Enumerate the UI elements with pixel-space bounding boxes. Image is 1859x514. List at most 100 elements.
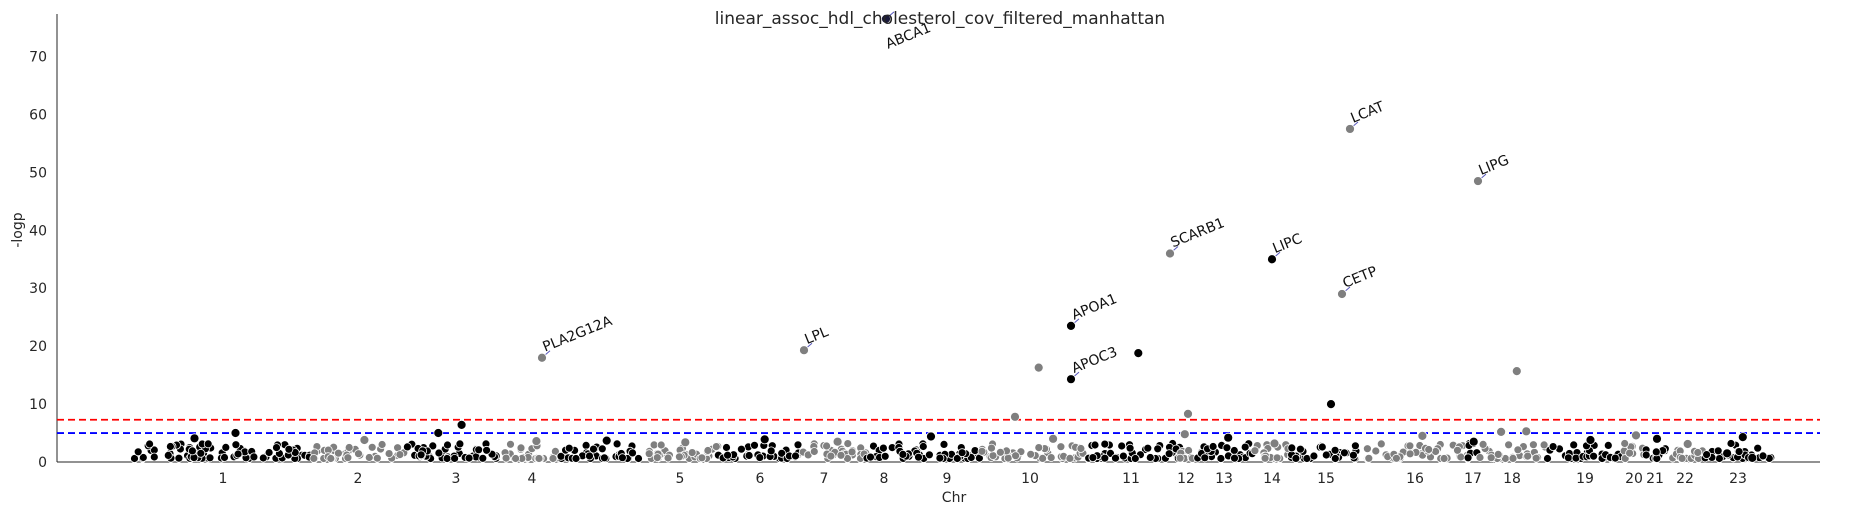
- background-snp-point: [1100, 439, 1110, 449]
- snp-point: [433, 428, 444, 438]
- background-snp-point: [1208, 442, 1218, 451]
- background-snp-point: [977, 446, 987, 456]
- background-snp-point: [165, 442, 175, 451]
- background-snp-point: [1363, 444, 1372, 454]
- background-snp-point: [644, 449, 654, 459]
- background-snp-point: [1651, 447, 1661, 457]
- hit-point-cetp: [1337, 289, 1347, 299]
- background-snp-point: [1230, 453, 1239, 463]
- snp-point: [531, 436, 542, 447]
- background-snp-point: [1296, 444, 1305, 454]
- background-snp-point: [1693, 448, 1703, 457]
- snp-point: [456, 419, 467, 430]
- background-snp-point: [737, 444, 746, 454]
- background-snp-point: [1543, 454, 1552, 463]
- background-snp-point: [822, 441, 831, 451]
- background-snp-point: [1065, 453, 1075, 463]
- background-snp-point: [506, 439, 515, 449]
- y-tick-label: 50: [29, 165, 47, 181]
- x-tick-label: 2: [354, 471, 363, 487]
- background-snp-point: [133, 447, 143, 457]
- background-snp-point: [914, 452, 923, 462]
- x-tick-label: 20: [1625, 471, 1643, 487]
- background-snp-point: [697, 453, 707, 463]
- snp-point: [601, 435, 612, 446]
- background-snp-point: [1620, 439, 1630, 448]
- snp-point: [1521, 426, 1532, 437]
- background-snp-point: [925, 450, 934, 460]
- x-tick-label: 14: [1263, 471, 1281, 487]
- gene-label-apoc3: APOC3: [1070, 344, 1120, 377]
- background-snp-point: [1405, 441, 1415, 451]
- background-snp-point: [1564, 453, 1573, 463]
- y-tick-label: 20: [29, 339, 47, 355]
- background-snp-point: [571, 454, 581, 463]
- background-snp-point: [138, 453, 148, 462]
- background-snp-point: [879, 443, 888, 453]
- background-snp-point: [354, 449, 363, 459]
- background-snp-point: [866, 452, 875, 462]
- background-snp-point: [264, 448, 274, 457]
- background-snp-point: [272, 443, 281, 453]
- snp-point: [1269, 438, 1280, 449]
- x-tick-label: 8: [880, 471, 889, 487]
- snp-point: [1722, 448, 1732, 459]
- hit-point-pla2g12a: [537, 352, 547, 363]
- background-snp-point: [791, 451, 800, 461]
- background-snp-point: [220, 453, 229, 462]
- background-snp-point: [455, 439, 465, 449]
- x-tick-label: 5: [676, 471, 685, 487]
- background-snp-point: [450, 453, 460, 463]
- background-snp-point: [1143, 443, 1153, 453]
- background-snp-point: [581, 440, 591, 450]
- background-snp-point: [1011, 451, 1020, 461]
- background-snp-point: [652, 453, 662, 463]
- chart-title: linear_assoc_hdl_cholesterol_cov_filtere…: [715, 9, 1165, 29]
- background-snp-point: [149, 452, 159, 462]
- background-snp-point: [1493, 449, 1503, 459]
- background-snp-point: [1222, 443, 1232, 453]
- x-tick-label: 21: [1646, 471, 1664, 487]
- background-snp-point: [1702, 450, 1711, 460]
- background-snp-point: [464, 453, 474, 463]
- background-snp-point: [203, 439, 213, 449]
- background-snp-point: [1088, 453, 1098, 463]
- background-snp-point: [1090, 440, 1100, 450]
- background-snp-point: [1529, 440, 1538, 450]
- snp-point: [926, 431, 936, 442]
- background-snp-point: [1734, 447, 1744, 457]
- snp-point: [230, 428, 241, 438]
- background-snp-point: [130, 454, 139, 463]
- background-snp-point: [1508, 453, 1518, 463]
- background-snp-point: [1569, 440, 1579, 450]
- background-snp-point: [935, 453, 945, 463]
- x-axis-label: Chr: [942, 490, 967, 506]
- background-snp-point: [196, 448, 206, 458]
- snp-point: [1223, 432, 1234, 443]
- background-snp-point: [482, 445, 492, 455]
- background-snp-point: [711, 442, 721, 452]
- background-snp-point: [1513, 445, 1523, 455]
- x-tick-label: 13: [1215, 471, 1233, 487]
- gene-label-lipc: LIPC: [1271, 231, 1305, 257]
- background-snp-point: [309, 453, 319, 463]
- snp-point: [1682, 439, 1693, 449]
- background-snp-point: [1026, 449, 1036, 459]
- background-snp-point: [145, 439, 155, 449]
- background-snp-point: [1216, 454, 1226, 463]
- snp-point: [359, 435, 370, 445]
- background-snp-point: [634, 454, 643, 463]
- y-tick-label: 60: [29, 107, 47, 123]
- background-snp-point: [343, 453, 353, 463]
- background-snp-point: [1504, 440, 1513, 450]
- background-snp-point: [1153, 444, 1163, 454]
- background-snp-point: [434, 448, 444, 458]
- x-tick-label: 12: [1177, 471, 1195, 487]
- x-tick-label: 22: [1676, 471, 1694, 487]
- snp-point: [1652, 433, 1662, 444]
- background-snp-point: [1486, 453, 1496, 463]
- background-snp-point: [1376, 439, 1386, 449]
- background-snp-point: [416, 450, 426, 460]
- snp-point: [1585, 435, 1596, 445]
